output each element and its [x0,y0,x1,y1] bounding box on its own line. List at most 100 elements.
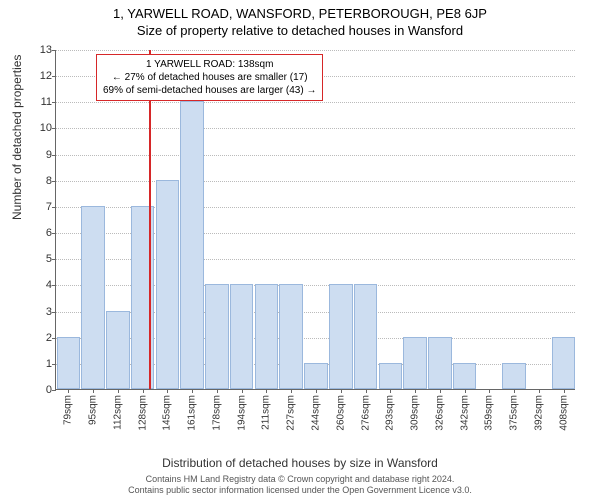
annotation-line1: 1 YARWELL ROAD: 138sqm [103,58,316,71]
xtick-mark [118,389,119,393]
x-axis-label: Distribution of detached houses by size … [0,456,600,470]
xtick-label: 342sqm [459,395,470,431]
xtick-label: 211sqm [261,395,272,430]
xtick-mark [68,389,69,393]
gridline [56,128,575,129]
gridline [56,50,575,51]
xtick-mark [167,389,168,393]
xtick-label: 293sqm [385,395,396,431]
footer-line2: Contains public sector information licen… [0,485,600,496]
histogram-bar [156,180,180,389]
xtick-label: 326sqm [434,395,445,431]
histogram-bar [81,206,105,389]
histogram-bar [502,363,526,389]
xtick-mark [341,389,342,393]
xtick-mark [415,389,416,393]
xtick-mark [242,389,243,393]
ytick-label: 8 [46,175,52,187]
xtick-mark [390,389,391,393]
y-axis-label: Number of detached properties [10,55,24,220]
xtick-mark [366,389,367,393]
xtick-label: 161sqm [187,395,198,431]
histogram-bar [304,363,328,389]
xtick-label: 359sqm [484,395,495,431]
ytick-mark [52,50,56,51]
ytick-label: 3 [46,306,52,318]
gridline [56,102,575,103]
xtick-mark [217,389,218,393]
ytick-mark [52,233,56,234]
xtick-label: 227sqm [286,395,297,431]
ytick-mark [52,312,56,313]
xtick-label: 260sqm [335,395,346,431]
ytick-mark [52,390,56,391]
histogram-bar [180,101,204,389]
xtick-label: 79sqm [63,395,74,425]
ytick-label: 13 [40,44,52,56]
ytick-label: 12 [40,70,52,82]
histogram-bar [329,284,353,389]
gridline [56,155,575,156]
histogram-bar [205,284,229,389]
xtick-label: 276sqm [360,395,371,431]
xtick-mark [564,389,565,393]
histogram-bar [379,363,403,389]
histogram-bar [279,284,303,389]
xtick-label: 112sqm [112,395,123,430]
histogram-bar [453,363,477,389]
ytick-mark [52,259,56,260]
xtick-mark [291,389,292,393]
xtick-label: 194sqm [236,395,247,431]
ytick-mark [52,285,56,286]
title-subtitle: Size of property relative to detached ho… [0,21,600,38]
gridline [56,181,575,182]
histogram-bar [230,284,254,389]
xtick-label: 145sqm [162,395,173,431]
histogram-bar [403,337,427,389]
xtick-mark [539,389,540,393]
annotation-line3: 69% of semi-detached houses are larger (… [103,84,316,97]
ytick-mark [52,181,56,182]
xtick-label: 178sqm [211,395,222,431]
ytick-mark [52,102,56,103]
ytick-mark [52,364,56,365]
ytick-label: 0 [46,384,52,396]
xtick-label: 408sqm [558,395,569,431]
ytick-label: 6 [46,227,52,239]
ytick-label: 5 [46,253,52,265]
xtick-label: 375sqm [509,395,520,431]
xtick-mark [192,389,193,393]
xtick-label: 392sqm [533,395,544,431]
xtick-mark [465,389,466,393]
footer-line1: Contains HM Land Registry data © Crown c… [0,474,600,485]
ytick-label: 10 [40,122,52,134]
xtick-mark [440,389,441,393]
ytick-label: 9 [46,149,52,161]
ytick-label: 2 [46,332,52,344]
xtick-mark [143,389,144,393]
annotation-box: 1 YARWELL ROAD: 138sqm ← 27% of detached… [96,54,323,101]
chart-container: 1, YARWELL ROAD, WANSFORD, PETERBOROUGH,… [0,0,600,500]
plot-area: 01234567891011121379sqm95sqm112sqm128sqm… [55,50,575,390]
histogram-bar [57,337,81,389]
xtick-label: 95sqm [88,395,99,425]
histogram-bar [428,337,452,389]
xtick-mark [489,389,490,393]
xtick-mark [316,389,317,393]
ytick-label: 7 [46,201,52,213]
xtick-mark [93,389,94,393]
footer-attribution: Contains HM Land Registry data © Crown c… [0,474,600,496]
ytick-mark [52,76,56,77]
histogram-bar [552,337,576,389]
annotation-line2: ← 27% of detached houses are smaller (17… [103,71,316,84]
histogram-bar [354,284,378,389]
xtick-mark [514,389,515,393]
ytick-mark [52,128,56,129]
histogram-bar [131,206,155,389]
title-address: 1, YARWELL ROAD, WANSFORD, PETERBOROUGH,… [0,0,600,21]
ytick-mark [52,338,56,339]
xtick-mark [266,389,267,393]
histogram-bar [106,311,130,389]
ytick-label: 4 [46,279,52,291]
xtick-label: 128sqm [137,395,148,431]
